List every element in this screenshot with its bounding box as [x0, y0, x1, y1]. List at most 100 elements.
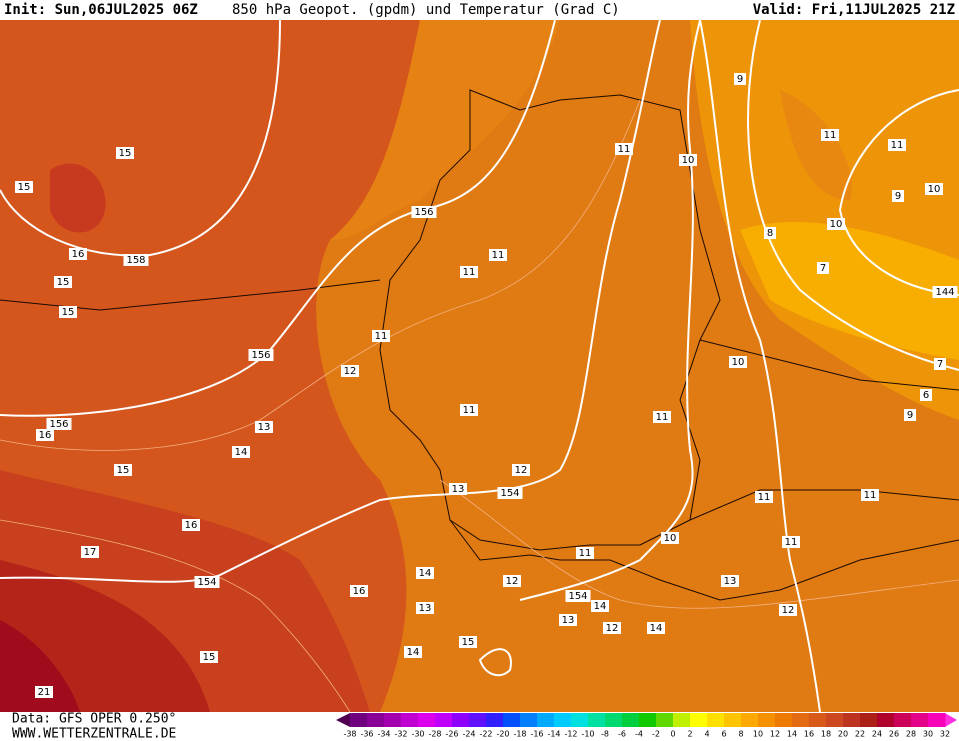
contour-label: 11 — [891, 140, 904, 151]
legend-arrow — [336, 713, 350, 727]
legend-label: -32 — [394, 730, 407, 739]
legend-swatch — [894, 713, 912, 727]
contour-label: 10 — [732, 357, 745, 368]
color-legend: -38 -36 -34 -32 -30 -28 -26 -24 -22 -20 -18 -16 -14-… — [336, 713, 957, 739]
data-source: Data: GFS OPER 0.250° — [12, 712, 176, 727]
contour-label: 12 — [606, 623, 619, 634]
legend-swatch — [452, 713, 470, 727]
label-box — [565, 590, 591, 602]
legend-swatch — [367, 713, 385, 727]
contour-label: 9 — [895, 191, 901, 202]
legend-swatch — [741, 713, 759, 727]
label-box — [114, 464, 132, 476]
label-box — [764, 227, 776, 239]
hot-patch — [50, 163, 106, 233]
contour-label: 156 — [251, 350, 270, 361]
label-box — [679, 154, 697, 166]
label-box — [661, 532, 679, 544]
label-box — [460, 266, 478, 278]
label-box — [416, 567, 434, 579]
label-box — [888, 139, 906, 151]
contour-label: 13 — [562, 615, 575, 626]
legend-swatch — [537, 713, 555, 727]
contour-label: 17 — [84, 547, 97, 558]
legend-arrow — [945, 713, 957, 727]
legend-label: -28 — [428, 730, 441, 739]
legend-swatch — [571, 713, 589, 727]
label-box — [615, 143, 633, 155]
contour-label: 14 — [235, 447, 248, 458]
contour-label: 16 — [353, 586, 366, 597]
legend-swatch — [350, 713, 368, 727]
legend-label: 32 — [940, 730, 950, 739]
contour-label: 8 — [767, 228, 773, 239]
legend-label: -2 — [652, 730, 660, 739]
contour-label: 16 — [72, 249, 85, 260]
legend-label: -30 — [411, 730, 424, 739]
label-box — [411, 206, 437, 218]
legend-swatch — [775, 713, 793, 727]
geopotential-contour — [0, 19, 556, 417]
geopotential-contour — [0, 19, 281, 257]
contour-labels: 1515161581515156111111109111191010871441… — [15, 73, 958, 698]
label-box — [194, 576, 220, 588]
mild-region — [330, 20, 560, 240]
legend-swatch — [826, 713, 844, 727]
legend-swatch — [384, 713, 402, 727]
contour-label: 15 — [57, 277, 70, 288]
map — [0, 19, 959, 713]
legend-label: -34 — [377, 730, 390, 739]
label-box — [54, 276, 72, 288]
country-border — [379, 89, 721, 551]
label-box — [116, 147, 134, 159]
label-box — [350, 585, 368, 597]
legend-swatch — [435, 713, 453, 727]
contour-label: 144 — [935, 287, 954, 298]
label-box — [15, 181, 33, 193]
isotherm — [439, 479, 959, 609]
contour-label: 156 — [49, 419, 68, 430]
label-box — [497, 487, 523, 499]
contour-label: 14 — [594, 601, 607, 612]
legend-label: 18 — [821, 730, 831, 739]
contour-label: 13 — [724, 576, 737, 587]
legend-swatch — [843, 713, 861, 727]
legend-label: -38 — [343, 730, 356, 739]
label-box — [576, 547, 594, 559]
legend-label: 0 — [670, 730, 675, 739]
label-box — [721, 575, 739, 587]
label-box — [817, 262, 829, 274]
contour-label: 10 — [664, 533, 677, 544]
label-box — [861, 489, 879, 501]
contour-label: 158 — [126, 255, 145, 266]
label-box — [248, 349, 274, 361]
legend-swatch — [792, 713, 810, 727]
legend-label: 14 — [787, 730, 797, 739]
mild-patch — [780, 90, 852, 200]
legend-swatch — [418, 713, 436, 727]
contour-label: 13 — [452, 484, 465, 495]
label-box — [653, 411, 671, 423]
contour-label: 11 — [824, 130, 837, 141]
label-box — [729, 356, 747, 368]
website: WWW.WETTERZENTRALE.DE — [12, 727, 176, 741]
label-box — [404, 646, 422, 658]
contour-label: 13 — [258, 422, 271, 433]
geopotential-contour — [699, 19, 821, 713]
contour-label: 11 — [463, 405, 476, 416]
contour-label: 14 — [419, 568, 432, 579]
legend-label: -22 — [479, 730, 492, 739]
contour-label: 15 — [119, 148, 132, 159]
legend-label: -26 — [445, 730, 458, 739]
label-box — [232, 446, 250, 458]
legend-label: -14 — [547, 730, 560, 739]
legend-swatch — [758, 713, 776, 727]
legend-label: -10 — [581, 730, 594, 739]
contour-label: 16 — [185, 520, 198, 531]
legend-label: 8 — [738, 730, 743, 739]
init-time: Init: Sun,06JUL2025 06Z — [4, 2, 198, 18]
label-box — [416, 602, 434, 614]
label-box — [503, 575, 521, 587]
legend-swatch — [656, 713, 674, 727]
